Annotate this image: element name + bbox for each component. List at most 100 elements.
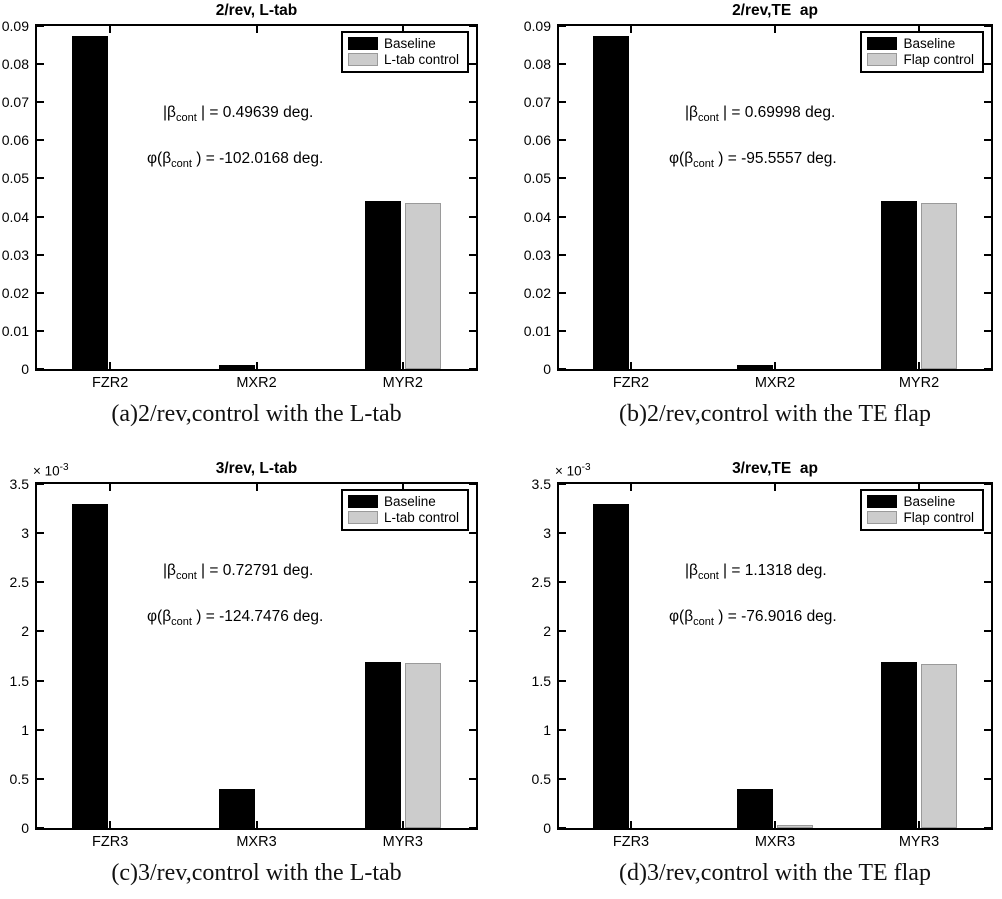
legend-label-baseline: Baseline [903,494,956,509]
x-tick-label: MXR3 [236,834,277,850]
y-tick-right [984,291,991,294]
y-tick-label: 2 [21,623,29,640]
y-tick-right [984,728,991,731]
y-tick-right [469,728,476,731]
x-tick-label: FZR3 [612,834,650,850]
y-tick-right [469,368,476,370]
y-tick-label: 3 [543,525,551,542]
x-tick-top [401,26,404,33]
y-tick-label: 0.04 [1,208,29,225]
y-tick-left [559,827,566,829]
x-tick-label: MYR2 [898,375,940,391]
x-tick-top [255,484,258,491]
y-tick-left [559,291,566,294]
y-tick-left [37,139,44,142]
bar-baseline-fzr2 [593,36,629,369]
y-tick-right [984,532,991,535]
y-tick-label: 2.5 [531,574,551,591]
x-tick-label: FZR3 [92,834,129,850]
y-axis-exponent-label: × 10-3 [555,462,591,479]
y-tick-left [37,728,44,731]
y-tick-left [559,329,566,332]
x-tick-top [109,26,112,33]
annotation-beta-magnitude: |βcont | = 0.72791 deg. [163,562,314,583]
y-tick-label: 0.01 [1,322,29,339]
legend-item-control: L-tab control [347,52,459,67]
bar-baseline-mxr2 [737,365,773,369]
y-tick-right [984,101,991,104]
x-tick-bottom [401,821,404,828]
annotation-beta-phase: φ(βcont ) = -95.5557 deg. [669,150,837,171]
y-tick-left [559,581,566,584]
x-tick-bottom [918,362,920,369]
legend-label-baseline: Baseline [383,36,436,51]
x-tick-top [918,484,920,491]
x-tick-label: FZR2 [92,375,129,391]
x-tick-top [918,26,920,33]
x-tick-top [774,26,776,33]
y-tick-left [37,329,44,332]
y-tick-label: 3.5 [9,476,29,492]
bar-baseline-myr3 [881,662,917,828]
x-tick-bottom [630,362,632,369]
y-tick-left [37,101,44,104]
x-tick-top [630,484,632,491]
legend-item-baseline: Baseline [347,36,459,51]
legend-label-control: L-tab control [383,510,459,525]
chart-title: 2/rev, L-tab [215,2,298,19]
legend: Baseline L-tab control [340,489,469,531]
y-tick-right [469,483,476,485]
y-tick-label: 0 [543,361,551,377]
plot-area: Baseline Flap control |βcont | = 1.1318 … [557,482,993,830]
chart-title: 3/rev, L-tab [215,460,298,477]
y-tick-left [559,777,566,780]
y-tick-left [559,253,566,256]
y-tick-left [559,532,566,535]
y-tick-left [37,215,44,218]
y-tick-left [559,101,566,104]
bar-control-myr3 [921,664,957,828]
y-tick-right [469,101,476,104]
y-tick-left [37,777,44,780]
y-tick-label: 0.07 [523,94,551,111]
x-tick-top [630,26,632,33]
legend-swatch-baseline [867,495,898,508]
y-tick-label: 3.5 [531,476,551,492]
legend-label-control: L-tab control [383,52,459,67]
chart-title: 2/rev,TE ap [732,2,818,19]
legend-swatch-control [867,53,898,66]
y-tick-left [559,630,566,633]
y-tick-label: 0.02 [523,284,551,301]
x-tick-bottom [109,362,112,369]
y-tick-right [984,139,991,142]
bar-baseline-mxr3 [218,789,255,828]
y-tick-label: 1.5 [531,672,551,689]
y-tick-right [984,483,991,485]
y-tick-label: 0.5 [531,770,551,787]
y-tick-left [559,215,566,218]
y-tick-right [984,215,991,218]
y-tick-right [469,581,476,584]
plot-area: Baseline L-tab control |βcont | = 0.4963… [35,24,478,371]
y-tick-right [469,139,476,142]
y-tick-left [37,63,44,66]
y-tick-label: 0 [21,361,29,377]
y-tick-right [984,630,991,633]
y-tick-label: 0.03 [523,246,551,263]
y-tick-left [37,368,44,370]
legend-swatch-baseline [347,495,378,508]
y-tick-label: 0.07 [1,94,29,111]
y-tick-right [469,329,476,332]
y-tick-right [469,291,476,294]
x-tick-label: MYR2 [382,375,423,391]
x-tick-bottom [401,362,404,369]
y-tick-left [559,25,566,27]
x-tick-bottom [774,821,776,828]
x-tick-bottom [255,362,258,369]
y-tick-left [37,532,44,535]
y-tick-label: 0.04 [523,208,551,225]
chart-caption: (d)3/rev,control with the TE flap [619,860,931,886]
